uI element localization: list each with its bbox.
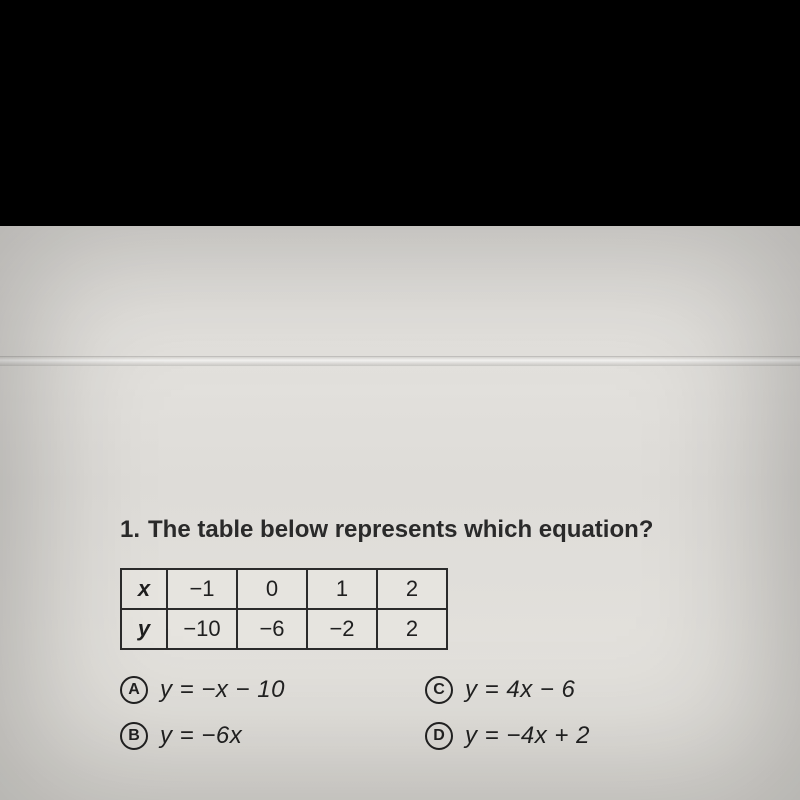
question-prompt: 1. The table below represents which equat… <box>120 516 740 544</box>
answer-choices: A y = −x − 10 C y = 4x − 6 B y = −6x D y… <box>120 676 680 750</box>
top-black-bar <box>0 0 800 226</box>
page-edge-divider <box>0 356 800 366</box>
row-header-x: x <box>121 569 167 609</box>
table-cell: 1 <box>307 569 377 609</box>
xy-table: x −1 0 1 2 y −10 −6 −2 2 <box>120 568 448 650</box>
choice-bubble-icon: B <box>120 722 148 750</box>
question-block: 1. The table below represents which equat… <box>120 516 740 750</box>
choice-equation: y = 4x − 6 <box>465 676 575 704</box>
question-text: The table below represents which equatio… <box>148 516 653 543</box>
table-row: y −10 −6 −2 2 <box>121 609 447 649</box>
choice-equation: y = −6x <box>160 722 242 750</box>
choice-d[interactable]: D y = −4x + 2 <box>425 722 680 750</box>
table-cell: −10 <box>167 609 237 649</box>
table-cell: −6 <box>237 609 307 649</box>
row-header-y: y <box>121 609 167 649</box>
choice-bubble-icon: C <box>425 676 453 704</box>
table-cell: 2 <box>377 609 447 649</box>
choice-a[interactable]: A y = −x − 10 <box>120 676 375 704</box>
question-number: 1. <box>120 516 140 543</box>
choice-bubble-icon: D <box>425 722 453 750</box>
table-cell: −2 <box>307 609 377 649</box>
choice-equation: y = −x − 10 <box>160 676 285 704</box>
choice-bubble-icon: A <box>120 676 148 704</box>
choice-b[interactable]: B y = −6x <box>120 722 375 750</box>
table-cell: 0 <box>237 569 307 609</box>
table-cell: −1 <box>167 569 237 609</box>
worksheet-page: 1. The table below represents which equat… <box>0 226 800 800</box>
table-row: x −1 0 1 2 <box>121 569 447 609</box>
choice-c[interactable]: C y = 4x − 6 <box>425 676 680 704</box>
table-cell: 2 <box>377 569 447 609</box>
choice-equation: y = −4x + 2 <box>465 722 590 750</box>
